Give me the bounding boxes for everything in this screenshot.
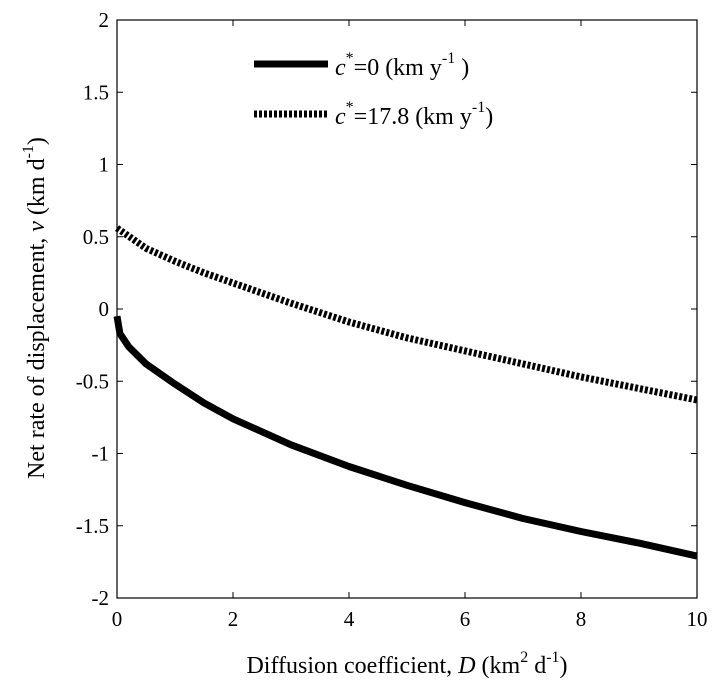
y-axis-label: Net rate of displacement, v (km d-1) [20, 137, 50, 479]
y-tick-label: -2 [92, 586, 110, 610]
y-tick-label: 1 [99, 153, 110, 177]
plot-frame-rect [116, 19, 698, 599]
legend-label-0: c*=0 (km y-1 ) [335, 50, 469, 81]
legend: c*=0 (km y-1 ) c*=17.8 (km y-1) [254, 50, 493, 130]
x-tick-label: 8 [576, 607, 587, 631]
x-tick-label: 4 [344, 607, 355, 631]
x-axis-label: Diffusion coefficient, D (km2 d-1) [246, 649, 567, 679]
y-tick-label: 0 [99, 297, 110, 321]
x-tick-label: 6 [460, 607, 471, 631]
y-tick-label: 0.5 [83, 225, 109, 249]
y-tick-label: 1.5 [83, 80, 109, 104]
y-tick-label: -1 [92, 442, 110, 466]
plot-area [116, 19, 698, 599]
y-tick-label: 2 [99, 8, 110, 32]
y-tick-label: -0.5 [76, 369, 109, 393]
series-line-0 [113, 315, 698, 560]
x-tick-label: 0 [112, 607, 123, 631]
series-layer [113, 225, 698, 560]
legend-label-1: c*=17.8 (km y-1) [335, 99, 493, 130]
y-tick-label: -1.5 [76, 514, 109, 538]
x-tick-label: 2 [228, 607, 239, 631]
series-line-1 [114, 225, 698, 404]
x-tick-label: 10 [687, 607, 708, 631]
ticks-layer: 0 2 4 6 8 10 -2 -1.5 -1 -0.5 0 0.5 1 1.5 2 [76, 8, 708, 631]
